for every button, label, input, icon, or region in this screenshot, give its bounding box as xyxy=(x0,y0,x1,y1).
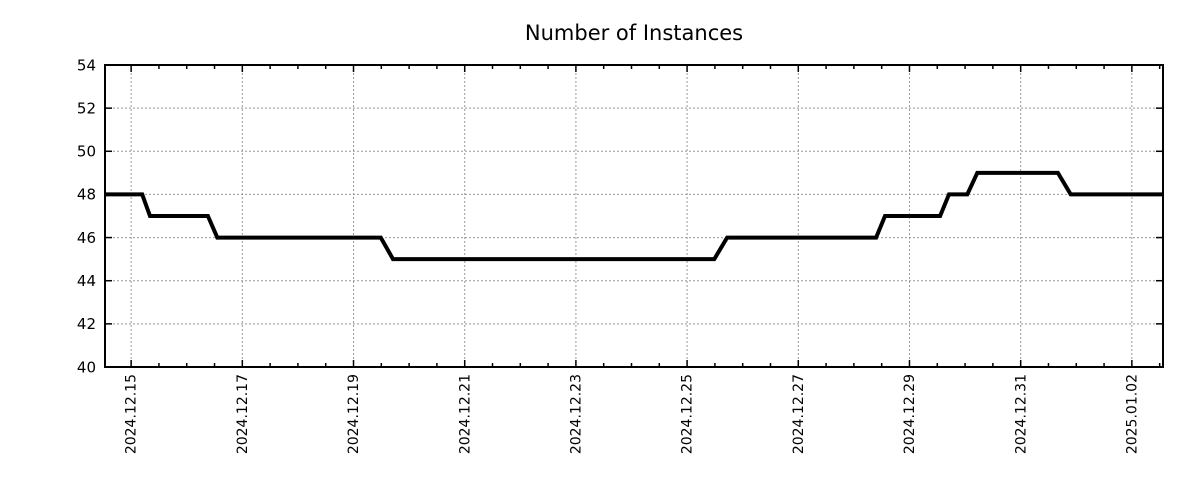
axis-ticks xyxy=(105,64,1163,368)
chart-title: Number of Instances xyxy=(525,21,743,45)
y-tick-label: 54 xyxy=(77,56,96,74)
x-tick-label: 2024.12.17 xyxy=(235,374,251,454)
x-tick-label: 2024.12.31 xyxy=(1013,374,1029,454)
x-tick-label: 2025.01.02 xyxy=(1125,374,1141,454)
x-tick-label: 2024.12.29 xyxy=(902,374,918,454)
x-axis-tick-labels: 2024.12.15 2024.12.17 2024.12.19 2024.12.21… xyxy=(124,374,1141,454)
y-tick-label: 46 xyxy=(77,229,96,247)
x-tick-label: 2024.12.15 xyxy=(124,374,140,454)
y-axis-tick-labels: 40 42 44 46 48 50 52 54 xyxy=(77,56,96,376)
y-tick-label: 40 xyxy=(77,358,96,376)
y-tick-label: 44 xyxy=(77,272,96,290)
x-tick-label: 2024.12.25 xyxy=(680,374,696,454)
data-line xyxy=(105,170,1163,262)
x-tick-label: 2024.12.23 xyxy=(569,374,585,454)
y-tick-label: 52 xyxy=(77,99,96,117)
gridlines xyxy=(105,65,1163,367)
x-tick-label: 2024.12.21 xyxy=(457,374,473,454)
y-tick-label: 48 xyxy=(77,186,96,204)
x-tick-label: 2024.12.19 xyxy=(346,374,362,454)
x-tick-label: 2024.12.27 xyxy=(791,374,807,454)
y-tick-label: 50 xyxy=(77,143,96,161)
y-tick-label: 42 xyxy=(77,315,96,333)
series-line xyxy=(105,170,1163,262)
plot-border xyxy=(104,64,1164,368)
